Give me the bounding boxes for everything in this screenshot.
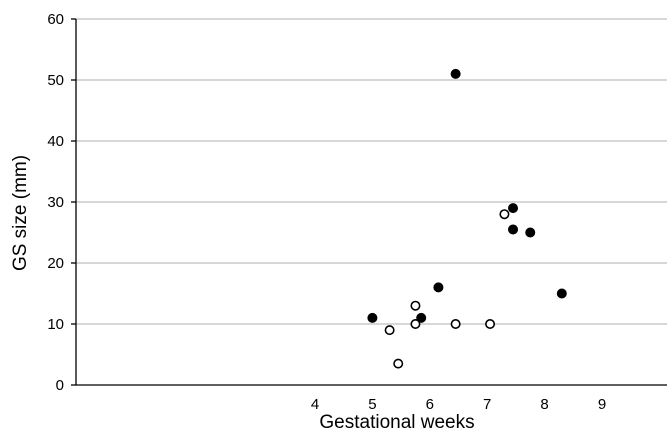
x-tick-label: 8 (540, 396, 548, 413)
x-tick-label: 7 (483, 396, 491, 413)
gridlines (76, 18, 667, 325)
filled-point (416, 312, 427, 323)
y-tick-label: 20 (47, 255, 64, 272)
x-tick-label: 9 (598, 396, 606, 413)
filled-point (450, 68, 461, 79)
data-points (367, 68, 567, 369)
open-point (384, 325, 395, 336)
filled-point (433, 282, 444, 293)
open-point (410, 300, 421, 311)
x-tick-label: 4 (311, 396, 319, 413)
y-tick-labels: 0 10 20 30 40 50 60 (47, 11, 64, 394)
filled-point (556, 288, 567, 299)
filled-point (508, 224, 519, 235)
y-tick-label: 10 (47, 316, 64, 333)
x-tick-label: 5 (368, 396, 376, 413)
x-tick-labels: 4 5 6 7 8 9 (311, 396, 606, 413)
filled-point (525, 227, 536, 238)
y-axis-title: GS size (mm) (10, 155, 31, 271)
y-tick-label: 0 (56, 377, 64, 394)
y-tick-label: 30 (47, 194, 64, 211)
filled-point (508, 203, 519, 214)
open-point (499, 209, 510, 220)
open-point (450, 318, 461, 329)
y-tick-label: 50 (47, 72, 64, 89)
open-point (485, 318, 496, 329)
y-tick-label: 40 (47, 133, 64, 150)
x-axis-title: Gestational weeks (319, 412, 474, 433)
open-point (393, 358, 404, 369)
open-point (410, 318, 421, 329)
y-tick-label: 60 (47, 11, 64, 28)
axes (71, 18, 667, 386)
filled-point (367, 312, 378, 323)
x-tick-label: 6 (426, 396, 434, 413)
